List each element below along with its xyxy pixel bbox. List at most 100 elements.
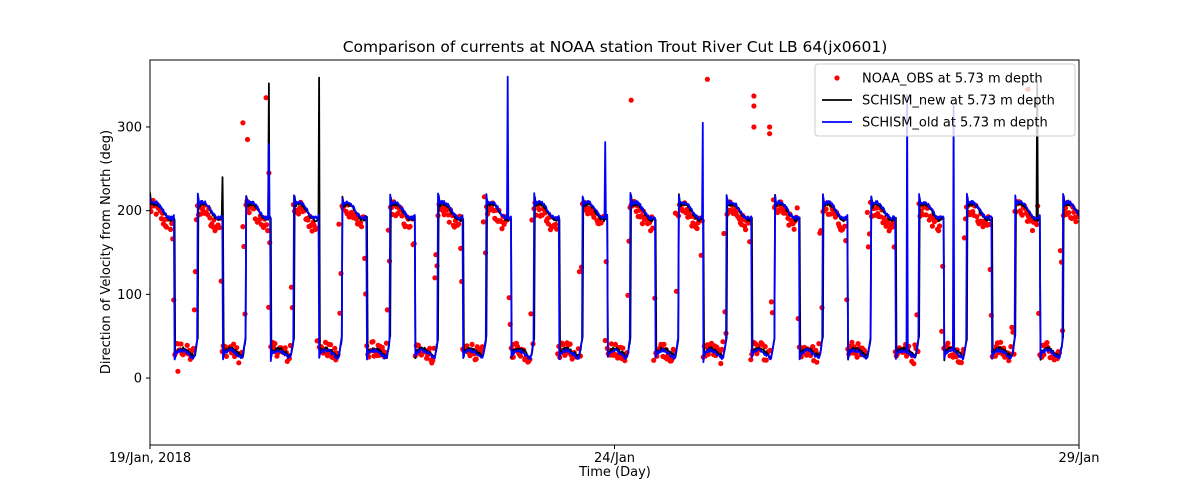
obs-point (265, 228, 271, 234)
obs-point (207, 215, 213, 221)
obs-point (986, 221, 992, 228)
obs-point (332, 345, 338, 351)
obs-point (1034, 221, 1040, 228)
obs-point (353, 216, 359, 222)
x-tick-label: 19/Jan, 2018 (109, 451, 191, 466)
obs-point (1009, 324, 1015, 330)
obs-point (704, 76, 711, 82)
obs-point (153, 211, 159, 217)
y-tick-label: 200 (117, 204, 142, 219)
obs-point (518, 353, 524, 359)
obs-point (620, 345, 626, 351)
obs-point (1066, 210, 1072, 216)
obs-point (814, 359, 820, 365)
obs-point (264, 222, 270, 228)
obs-point (939, 328, 945, 334)
obs-point (865, 244, 872, 250)
obs-point (889, 224, 895, 230)
obs-point (998, 339, 1004, 345)
obs-point (263, 95, 269, 101)
obs-point (184, 342, 190, 348)
obs-point (816, 341, 822, 347)
obs-point (415, 342, 421, 348)
obs-point (296, 211, 302, 217)
y-tick-label: 300 (117, 120, 142, 135)
obs-point (246, 210, 252, 216)
obs-point (528, 311, 534, 317)
obs-point (240, 120, 246, 126)
obs-point (240, 224, 246, 230)
obs-point (974, 214, 980, 220)
obs-point (216, 225, 222, 231)
obs-point (768, 299, 775, 305)
obs-point (743, 227, 749, 233)
obs-point (567, 341, 573, 347)
obs-point (1029, 227, 1036, 234)
obs-point (608, 341, 615, 347)
obs-point (651, 357, 657, 363)
obs-point (884, 221, 890, 227)
obs-point (767, 131, 773, 137)
obs-point (359, 224, 365, 230)
obs-point (864, 209, 871, 215)
obs-point (370, 339, 376, 345)
legend-entry-1: SCHISM_new at 5.73 m depth (862, 94, 1055, 109)
obs-point (591, 214, 597, 220)
obs-point (911, 361, 917, 367)
obs-point (560, 342, 566, 348)
obs-point (328, 342, 334, 348)
obs-point (718, 360, 724, 367)
obs-point (746, 220, 752, 226)
obs-point (383, 340, 389, 346)
obs-point (751, 124, 757, 130)
obs-point (163, 224, 170, 230)
obs-point (272, 341, 278, 347)
obs-point (198, 211, 204, 217)
y-tick-label: 0 (134, 372, 142, 387)
obs-point (694, 225, 700, 232)
x-tick-label: 29/Jan (1059, 451, 1100, 466)
obs-point (1057, 248, 1063, 254)
obs-point (937, 223, 943, 229)
legend: NOAA_OBS at 5.73 m depth SCHISM_new at 5.… (814, 63, 1076, 137)
obs-point (168, 226, 174, 232)
obs-point (432, 275, 438, 281)
obs-point (751, 93, 757, 99)
obs-point (231, 341, 237, 347)
obs-point (767, 124, 773, 130)
legend-entry-0: NOAA_OBS at 5.73 m depth (862, 72, 1043, 87)
obs-point (395, 210, 401, 217)
obs-point (763, 357, 769, 363)
obs-point (446, 219, 452, 225)
obs-point (175, 368, 181, 374)
obs-point (576, 269, 583, 275)
obs-point (958, 360, 964, 366)
obs-point (751, 103, 757, 109)
obs-point (236, 360, 242, 366)
obs-point (1019, 212, 1025, 218)
obs-point (169, 220, 175, 227)
plot-area (150, 75, 1079, 374)
obs-point (650, 225, 656, 231)
obs-point (855, 341, 861, 347)
obs-point (1073, 219, 1079, 225)
obs-point (223, 353, 229, 359)
obs-point (961, 235, 968, 241)
obs-point (602, 337, 608, 344)
obs-point (473, 356, 479, 362)
obs-point (553, 221, 559, 228)
obs-point (407, 223, 413, 230)
obs-point (1008, 344, 1014, 350)
obs-point (384, 307, 390, 313)
obs-point (842, 223, 848, 229)
x-axis-label: Time (Day) (578, 465, 651, 480)
obs-point (178, 341, 184, 347)
obs-point (536, 206, 542, 213)
obs-point (823, 206, 829, 212)
obs-point (923, 212, 929, 218)
legend-box (814, 63, 1076, 137)
obs-point (1006, 358, 1012, 364)
obs-point (720, 339, 726, 345)
